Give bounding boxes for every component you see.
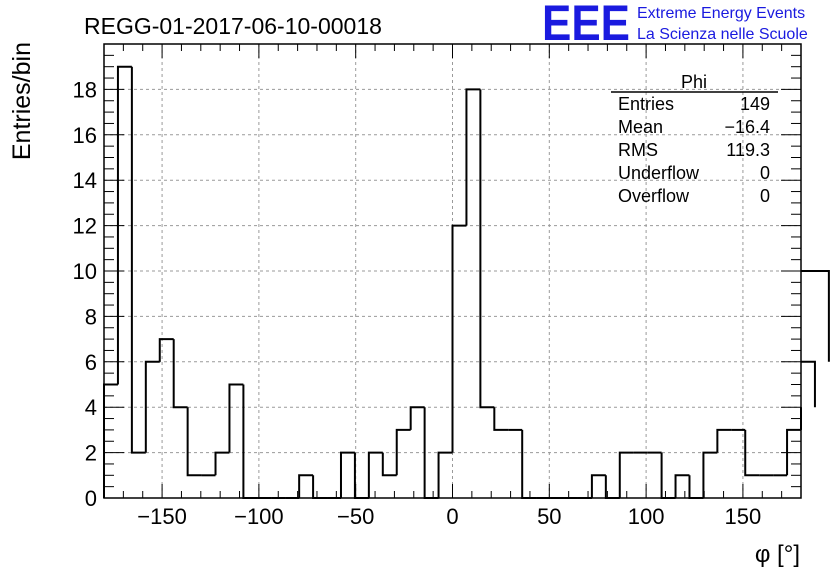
eee-logo-mark: EEE [542,0,630,51]
histogram-bin [228,383,244,453]
histogram-bin [437,451,453,498]
histogram-bin [381,452,397,477]
histogram-bin [353,452,369,499]
stats-row-label: Underflow [618,163,700,183]
x-tick-label: 100 [628,504,665,529]
histogram-bin [493,407,509,431]
histogram-bin [395,428,411,476]
histogram-bin [409,406,425,430]
histogram-bin [660,452,676,499]
histogram-layer [103,65,830,499]
y-tick-label: 14 [73,168,97,193]
tick-label-layer: −150 −100 −50 0 50 100 150 0 2 4 6 8 10 12 14 16 18 [73,77,762,529]
histogram-bin [186,407,202,477]
y-tick-label: 18 [73,77,97,102]
stats-row-value: 0 [760,186,770,206]
x-tick-label: 0 [446,504,458,529]
stats-box: Phi Entries 149 Mean −16.4 RMS 119.3 Underflow… [611,72,778,206]
histogram-bin [158,338,174,362]
histogram-bin [298,474,314,498]
tick-layer [104,44,801,498]
x-axis-label: φ [°] [755,541,800,568]
histogram-bin [618,451,634,498]
stats-row-label: Mean [618,117,663,137]
stats-row-value: −16.4 [724,117,770,137]
x-tick-label: 150 [725,504,762,529]
y-tick-label: 2 [85,441,97,466]
logo-line-2: La Scienza nelle Scuole [637,26,808,43]
histogram-bin [590,474,606,498]
histogram-bin [242,384,258,499]
stats-box-title: Phi [681,72,707,92]
y-tick-label: 6 [85,350,97,375]
histogram-bin [688,475,704,499]
histogram-bin [801,360,816,408]
stats-row-label: Overflow [618,186,690,206]
histogram-bin [604,475,620,499]
stats-box-rows: Entries 149 Mean −16.4 RMS 119.3 Underflow 0 Ove… [618,94,770,206]
x-tick-label: −100 [234,504,284,529]
histogram-bin [521,429,537,499]
y-tick-label: 8 [85,304,97,329]
stats-row-value: 149 [740,94,770,114]
x-tick-label: 50 [537,504,561,529]
histogram-bin [144,360,160,453]
histogram-bin [702,451,718,498]
logo-line-1: Extreme Energy Events [637,5,805,22]
y-tick-label: 4 [85,395,97,420]
y-axis-label: Entries/bin [8,42,36,160]
histogram-bin [674,474,690,498]
histogram-bin [367,451,383,498]
eee-logo: EEE Extreme Energy Events La Scienza nel… [542,0,808,51]
stats-row-value: 119.3 [726,140,770,160]
histogram-bin [465,88,481,226]
histogram-bin [479,89,495,409]
y-tick-label: 10 [73,259,97,284]
histogram-bin [744,429,760,477]
stats-row-label: RMS [618,140,658,160]
chart-title: REGG-01-2017-06-10-00018 [84,13,382,39]
histogram-bin [312,475,328,499]
stats-row-label: Entries [618,94,674,114]
histogram-bin [116,65,132,385]
histogram-bin [716,428,732,453]
y-tick-label: 16 [73,123,97,148]
histogram-bin [130,66,146,454]
x-tick-label: −150 [137,504,187,529]
x-tick-label: −50 [337,504,374,529]
histogram-bin [172,339,188,409]
y-tick-label: 0 [85,486,97,511]
histogram-bin [214,451,230,476]
histogram-bin [801,270,830,362]
stats-row-value: 0 [760,163,770,183]
histogram-bin [451,224,467,453]
histogram-bin [339,451,355,498]
y-tick-label: 12 [73,214,97,239]
